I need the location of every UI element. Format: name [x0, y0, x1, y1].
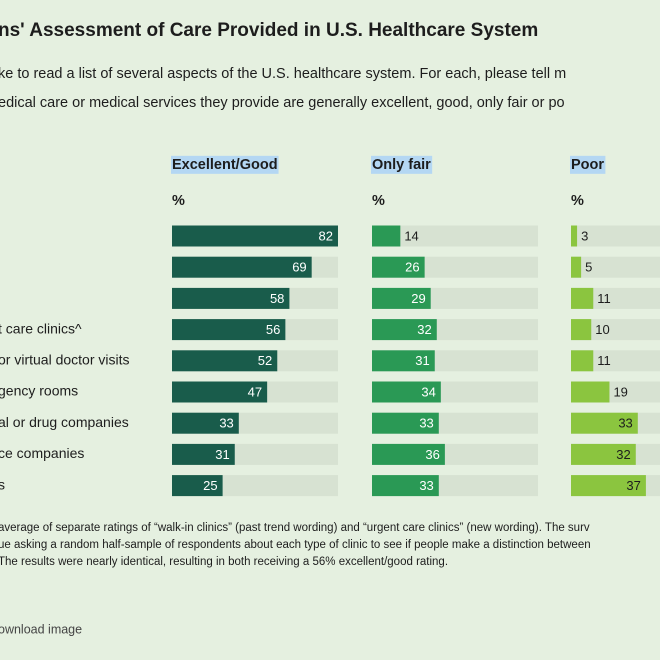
header-highlight — [570, 155, 606, 174]
value-label: 56 — [266, 322, 280, 337]
value-label: 11 — [597, 291, 611, 306]
column-header: Only fair — [372, 157, 431, 173]
category-label: ce companies — [0, 445, 84, 461]
value-label: 11 — [597, 353, 611, 368]
value-label: 33 — [419, 416, 433, 431]
value-label: 19 — [613, 384, 627, 399]
category-label: al or drug companies — [0, 414, 129, 430]
value-label: 34 — [421, 384, 435, 399]
header-highlight — [371, 155, 433, 174]
value-label: 14 — [404, 228, 418, 243]
bar — [571, 350, 594, 372]
footnote-line: average of separate ratings of “walk-in … — [0, 522, 590, 534]
value-label: 82 — [319, 228, 333, 243]
subtitle-line: ke to read a list of several aspects of … — [0, 66, 566, 82]
bar-track — [571, 256, 660, 278]
column-header: Poor — [571, 157, 604, 173]
bar — [571, 381, 610, 403]
column-header: Excellent/Good — [172, 157, 278, 173]
category-label: t care clinics^ — [0, 320, 82, 336]
bar — [172, 412, 239, 434]
value-label: 37 — [626, 478, 640, 493]
bar — [571, 319, 592, 341]
bar-track — [571, 225, 660, 247]
value-label: 31 — [415, 353, 429, 368]
value-label: 52 — [258, 353, 272, 368]
bar — [372, 412, 439, 434]
value-label: 32 — [616, 447, 630, 462]
value-label: 29 — [411, 291, 425, 306]
bar — [571, 225, 578, 247]
value-label: 31 — [215, 447, 229, 462]
value-label: 3 — [581, 228, 588, 243]
value-label: 32 — [417, 322, 431, 337]
bar — [172, 319, 286, 341]
unit-label: % — [172, 193, 185, 209]
header-highlight — [171, 155, 279, 174]
bar — [172, 381, 268, 403]
bar — [372, 319, 437, 341]
value-label: 69 — [292, 260, 306, 275]
bar — [372, 381, 441, 403]
subtitle-line: edical care or medical services they pro… — [0, 95, 565, 111]
unit-label: % — [571, 193, 584, 209]
bar — [571, 412, 638, 434]
value-label: 47 — [248, 384, 262, 399]
bar — [571, 475, 646, 497]
bar — [571, 287, 594, 309]
download-link[interactable]: ownload image — [0, 622, 82, 636]
bar — [372, 225, 401, 247]
value-label: 5 — [585, 260, 592, 275]
category-label: s — [0, 476, 5, 492]
value-label: 33 — [618, 416, 632, 431]
category-label: or virtual doctor visits — [0, 352, 129, 368]
value-label: 36 — [425, 447, 439, 462]
bar — [372, 350, 435, 372]
bar-track — [372, 225, 538, 247]
value-label: 26 — [405, 260, 419, 275]
bar — [172, 256, 312, 278]
value-label: 33 — [419, 478, 433, 493]
bar — [172, 225, 338, 247]
bar — [372, 287, 431, 309]
value-label: 58 — [270, 291, 284, 306]
bar — [571, 443, 636, 465]
value-label: 25 — [203, 478, 217, 493]
bar-track — [571, 319, 660, 341]
bar — [571, 256, 582, 278]
bar — [172, 350, 278, 372]
bar — [372, 475, 439, 497]
bar — [172, 475, 223, 497]
bar — [372, 443, 445, 465]
category-label: gency rooms — [0, 383, 78, 399]
bar — [172, 443, 235, 465]
footnote-line: ue asking a random half-sample of respon… — [0, 539, 591, 551]
footnote-line: The results were nearly identical, resul… — [0, 556, 448, 568]
bar — [172, 287, 290, 309]
value-label: 33 — [219, 416, 233, 431]
chart-title: ns' Assessment of Care Provided in U.S. … — [0, 20, 538, 41]
unit-label: % — [372, 193, 385, 209]
bar — [372, 256, 425, 278]
value-label: 10 — [595, 322, 609, 337]
